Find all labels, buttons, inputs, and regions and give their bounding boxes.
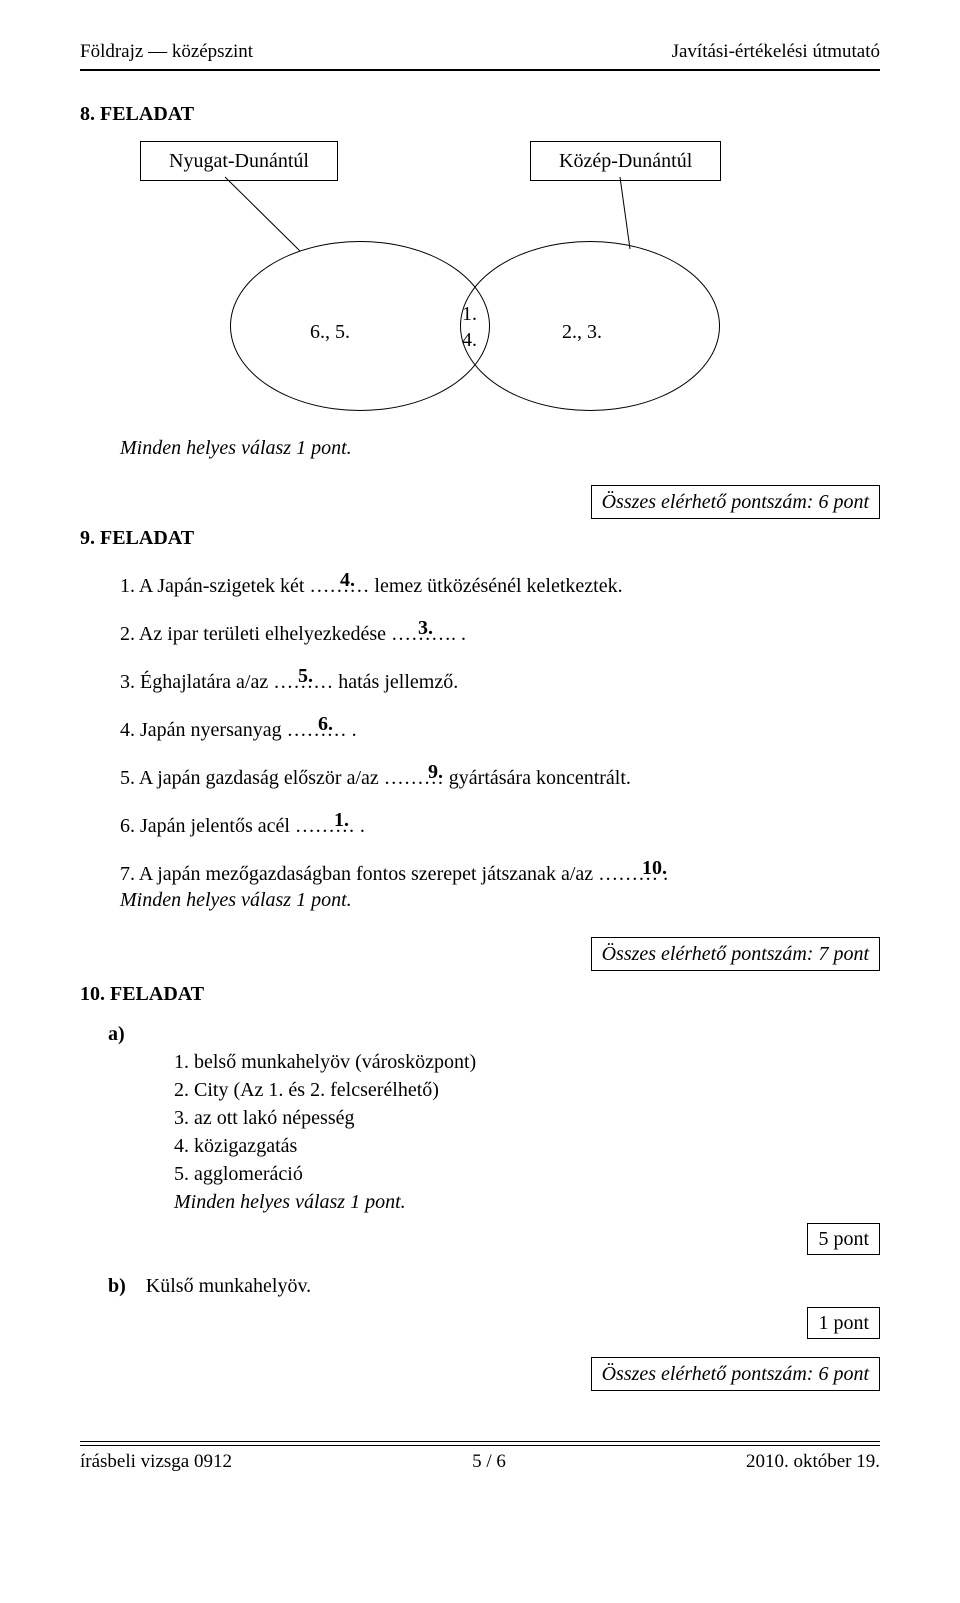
task10-a-list: 1. belső munkahelyöv (városközpont) 2. C…: [174, 1049, 880, 1215]
venn-diagram: Nyugat-Dunántúl Közép-Dunántúl 6., 5. 1.…: [130, 141, 830, 431]
q9-line6: 6. Japán jelentős acél ……… . 1.: [120, 813, 880, 839]
task10-a-score: 5 pont: [807, 1223, 880, 1255]
q9-line1: 1. A Japán-szigetek két ……… lemez ütközé…: [120, 573, 880, 599]
list-item: 3. az ott lakó népesség: [174, 1105, 880, 1131]
page-header: Földrajz — középszint Javítási-értékelés…: [80, 40, 880, 65]
list-item: 2. City (Az 1. és 2. felcserélhető): [174, 1077, 880, 1103]
task10-b-score: 1 pont: [807, 1307, 880, 1339]
header-rule: [80, 69, 880, 71]
venn-left-values: 6., 5.: [310, 319, 350, 345]
task9-note: Minden helyes válasz 1 pont.: [120, 887, 880, 913]
q9-l4-ans: 6.: [318, 711, 333, 737]
q9-l3-ans: 5.: [298, 663, 313, 689]
q9-l1-ans: 4.: [340, 567, 355, 593]
q9-l5-ans: 9.: [428, 759, 443, 785]
footer-center: 5 / 6: [472, 1450, 506, 1475]
task10-title: 10. FELADAT: [80, 981, 880, 1007]
venn-center-bottom: 4.: [462, 327, 477, 353]
venn-center-top: 1.: [462, 301, 477, 327]
q9-l2-ans: 3.: [418, 615, 433, 641]
list-item: 5. agglomeráció: [174, 1161, 880, 1187]
q9-line3: 3. Éghajlatára a/az ……… hatás jellemző. …: [120, 669, 880, 695]
task10-b-text: Külső munkahelyöv.: [146, 1275, 311, 1297]
q9-line2: 2. Az ipar területi elhelyezkedése ………. …: [120, 621, 880, 647]
list-item: 4. közigazgatás: [174, 1133, 880, 1159]
header-left: Földrajz — középszint: [80, 40, 253, 65]
q9-l1-text: 1. A Japán-szigetek két ……… lemez ütközé…: [120, 575, 623, 597]
task9-score: Összes elérhető pontszám: 7 pont: [591, 937, 880, 971]
q9-line4: 4. Japán nyersanyag ……… . 6.: [120, 717, 880, 743]
task10-b-label: b): [108, 1275, 126, 1297]
task10-a-note: Minden helyes válasz 1 pont.: [174, 1189, 880, 1215]
task8-title: 8. FELADAT: [80, 101, 880, 127]
q9-l2-text: 2. Az ipar területi elhelyezkedése ………. …: [120, 623, 466, 645]
footer-rule-1: [80, 1441, 880, 1442]
footer-right: 2010. október 19.: [746, 1450, 880, 1475]
task8-score: Összes elérhető pontszám: 6 pont: [591, 485, 880, 519]
q9-l6-text: 6. Japán jelentős acél ……… .: [120, 815, 365, 837]
footer-rule-2: [80, 1445, 880, 1446]
task10-a: a) 1. belső munkahelyöv (városközpont) 2…: [108, 1021, 880, 1215]
header-right: Javítási-értékelési útmutató: [672, 40, 880, 65]
page-footer: írásbeli vizsga 0912 5 / 6 2010. október…: [80, 1441, 880, 1475]
q9-l6-ans: 1.: [334, 807, 349, 833]
q9-l7-ans: 10.: [642, 855, 667, 881]
task10-total-score: Összes elérhető pontszám: 6 pont: [591, 1357, 880, 1391]
task10-b: b) Külső munkahelyöv.: [108, 1273, 880, 1299]
q9-l7-text: 7. A japán mezőgazdaságban fontos szerep…: [120, 863, 668, 885]
venn-ellipse-left: [230, 241, 490, 411]
q9-l3-text: 3. Éghajlatára a/az ……… hatás jellemző.: [120, 671, 458, 693]
q9-line5: 5. A japán gazdaság először a/az ……… gyá…: [120, 765, 880, 791]
task10-a-label: a): [108, 1021, 880, 1047]
task9-title: 9. FELADAT: [80, 525, 880, 551]
venn-right-values: 2., 3.: [562, 319, 602, 345]
q9-l5-text: 5. A japán gazdaság először a/az ……… gyá…: [120, 767, 631, 789]
q9-line7: 7. A japán mezőgazdaságban fontos szerep…: [120, 861, 880, 887]
list-item: 1. belső munkahelyöv (városközpont): [174, 1049, 880, 1075]
footer-left: írásbeli vizsga 0912: [80, 1450, 232, 1475]
